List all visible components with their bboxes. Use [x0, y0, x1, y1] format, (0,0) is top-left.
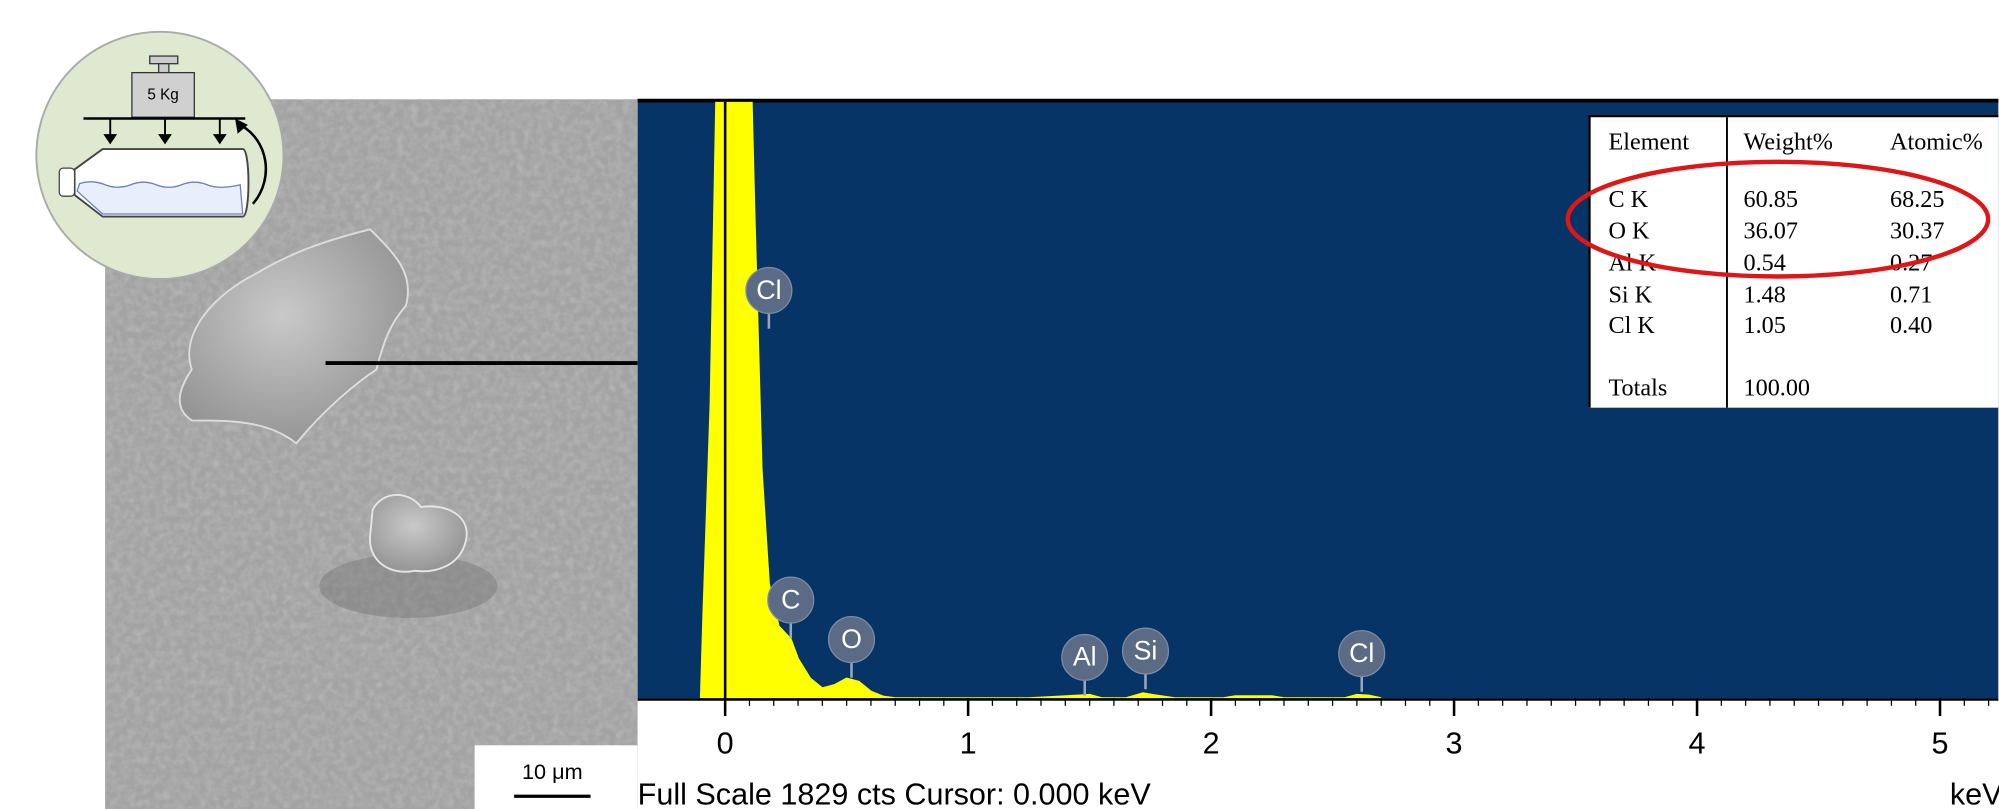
x-tick-label: 5	[1932, 726, 1949, 760]
peak-label: Si	[1134, 635, 1158, 665]
weight-knob	[159, 64, 169, 73]
peak-label: O	[841, 624, 862, 654]
weight-label: 5 Kg	[147, 87, 178, 104]
table-cell: 0.40	[1890, 312, 1932, 339]
table-cell: Si K	[1608, 281, 1652, 308]
table-cell: 68.25	[1890, 186, 1944, 213]
table-cell: 30.37	[1890, 218, 1944, 245]
table-cell: 36.07	[1744, 218, 1798, 245]
table-cell: C K	[1608, 186, 1648, 213]
peak-label: Cl	[1349, 638, 1374, 668]
table-header: Weight%	[1744, 129, 1833, 156]
peak-label: C	[781, 584, 800, 614]
table-total: Totals	[1608, 374, 1667, 401]
x-tick-label: 3	[1446, 726, 1463, 760]
x-tick-label: 2	[1203, 726, 1220, 760]
table-cell: 1.05	[1744, 312, 1786, 339]
x-unit: keV	[1950, 777, 1999, 809]
table-total: 100.00	[1744, 374, 1811, 401]
table-cell: Cl K	[1608, 312, 1655, 339]
table-header: Atomic%	[1890, 129, 1983, 156]
table-cell: O K	[1608, 218, 1650, 245]
results-table: Element Weight% Atomic% C K 60.85 68.25 O K 36.…	[1588, 115, 1998, 408]
x-tick-label: 4	[1689, 726, 1706, 760]
footer: Full Scale 1829 cts Cursor: 0.000 keV	[638, 777, 1152, 809]
weight-knob	[150, 56, 178, 64]
peak-label: Al	[1073, 642, 1097, 672]
figure: 10 μm 5 Kg Cl C O Al Si Cl 0 1 2 3 4 5 Element Weigh…	[0, 0, 1999, 809]
table-cell: 1.48	[1744, 281, 1786, 308]
page: {"inset": {"weight_label": "5 Kg"}, "sem…	[0, 0, 1999, 809]
x-tick-label: 0	[717, 726, 734, 760]
bottle-cap	[59, 168, 74, 196]
x-tick-label: 1	[960, 726, 977, 760]
table-cell: 0.71	[1890, 281, 1932, 308]
peak-label: Cl	[756, 275, 781, 305]
liquid	[77, 182, 243, 214]
table-header: Element	[1608, 129, 1689, 156]
table-cell: 0.54	[1744, 250, 1786, 277]
table-cell: 60.85	[1744, 186, 1798, 213]
scale-bar-label: 10 μm	[522, 759, 583, 784]
